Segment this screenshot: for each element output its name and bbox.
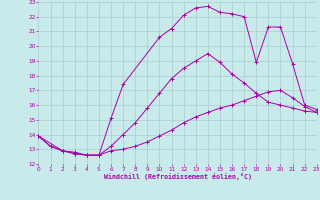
X-axis label: Windchill (Refroidissement éolien,°C): Windchill (Refroidissement éolien,°C) — [104, 173, 252, 180]
